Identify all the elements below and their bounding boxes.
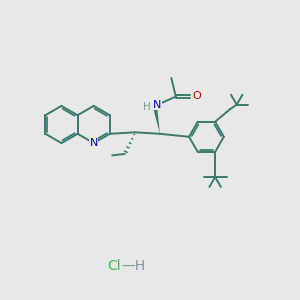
Text: Cl: Cl [107, 259, 121, 272]
Text: N: N [89, 138, 98, 148]
Text: —H: —H [122, 259, 146, 272]
Text: N: N [153, 100, 161, 110]
Text: H: H [143, 102, 151, 112]
Text: O: O [192, 91, 201, 101]
Polygon shape [154, 109, 160, 134]
